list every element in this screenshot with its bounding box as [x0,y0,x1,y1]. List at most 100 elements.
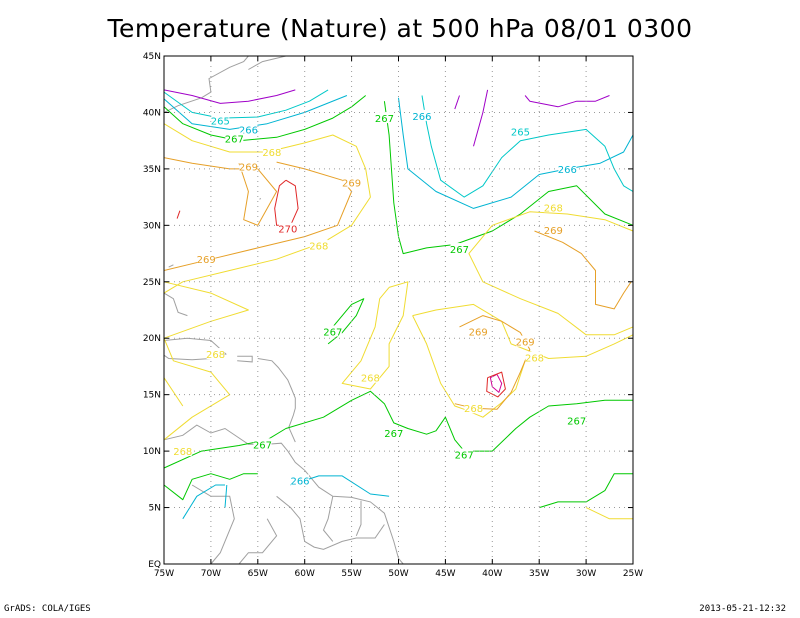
contour-268 [412,303,634,359]
contour-label: 267 [253,440,272,451]
x-tick-label: 40W [482,569,502,579]
contour-label-bg [558,162,577,174]
contour-269 [454,315,531,410]
contour-270 [274,179,299,226]
contour-label-bg [544,201,563,213]
contour-label-bg [278,222,297,234]
contour-label-bg [464,402,483,414]
contour-label: 265 [511,128,530,139]
contour-label-bg [375,112,394,124]
contour-267 [383,101,634,255]
contour-label: 268 [544,203,563,214]
contour-271 [489,373,503,393]
contour-label: 267 [455,450,474,461]
contour-label-bg [361,371,380,383]
contour-269 [534,230,632,310]
contour-label: 268 [173,447,192,458]
contour-268 [341,281,409,390]
contour-label: 266 [412,112,431,123]
contour-label-bg [291,474,310,486]
chart-title: Temperature (Nature) at 500 hPa 08/01 03… [107,14,693,43]
contour-layer [163,89,634,520]
footer-credit: GrADS: COLA/IGES [4,604,91,614]
coastline-bahamas [163,292,188,317]
contour-266 [290,475,390,497]
contour-267 [163,390,633,469]
y-tick-label: 15N [143,391,161,401]
coastline-puerto-rico [237,355,253,363]
contour-270 [486,371,506,398]
coastline-brazil-interior [238,518,278,565]
contour-label-bg [455,448,474,460]
contour-label: 269 [544,226,563,237]
contour-label: 269 [469,327,488,338]
coastline-venezuela-interior [276,495,385,550]
x-tick-label: 65W [248,569,268,579]
contour-label-bg [239,123,258,135]
contour-label-bg [206,348,225,360]
contour-266 [224,484,228,508]
coastline-nova-scotia [248,55,287,70]
contour-label-bg [253,438,272,450]
coastline-suriname-border [355,500,362,536]
contour-label: 270 [278,225,297,236]
contour-268 [163,123,371,294]
contour-label: 267 [225,134,244,145]
y-tick-label: 5N [149,504,161,514]
contour-264 [473,89,489,147]
contour-270 [176,210,181,219]
coastline-guyana-border [322,496,334,542]
x-tick-label: 60W [295,569,315,579]
contour-label-bg [173,445,192,457]
contour-264 [524,95,610,108]
contour-269 [163,161,353,271]
contour-label: 265 [211,116,230,127]
contour-label: 268 [309,242,328,253]
contour-268 [585,507,633,520]
contour-267 [163,473,258,501]
contour-266 [182,484,225,520]
x-tick-label: 55W [341,569,361,579]
contour-label-bg [211,114,230,126]
contour-267 [163,95,367,142]
contour-label-bg [469,325,488,337]
contour-label: 266 [558,165,577,176]
contour-264 [454,95,460,110]
x-tick-label: 70W [201,569,221,579]
y-tick-label: 20N [143,334,161,344]
coastline-bermuda [259,197,262,200]
contour-label-bg [511,125,530,137]
contour-268 [412,315,526,418]
contour-264 [163,89,296,104]
y-tick-label: 25N [143,278,161,288]
contour-label-bg [412,109,431,121]
coastline-colombia-interior [191,484,235,565]
x-tick-label: 25W [623,569,643,579]
contour-label: 269 [197,255,216,266]
coastline-lesser-antilles [257,358,296,443]
y-tick-label: 10N [143,447,161,457]
coastline-south-america [163,424,404,565]
contour-268 [163,281,249,441]
x-tick-label: 35W [529,569,549,579]
contour-label: 268 [525,353,544,364]
contour-label: 269 [342,178,361,189]
contour-label-bg [225,132,244,144]
contour-265 [163,89,329,119]
y-tick-label: 35N [143,165,161,175]
contour-label-bg [384,427,403,439]
y-tick-label: 30N [143,221,161,231]
y-tick-label: EQ [148,560,161,570]
contour-label-bg [450,243,469,255]
contour-label-bg [516,335,535,347]
contour-266 [398,97,634,209]
contour-label-bg [262,145,281,157]
grid-layer [164,56,633,564]
contour-label: 268 [262,148,281,159]
contour-label: 267 [450,245,469,256]
contour-label-bg [197,253,216,265]
contour-label: 268 [206,350,225,361]
contour-268 [163,377,184,407]
